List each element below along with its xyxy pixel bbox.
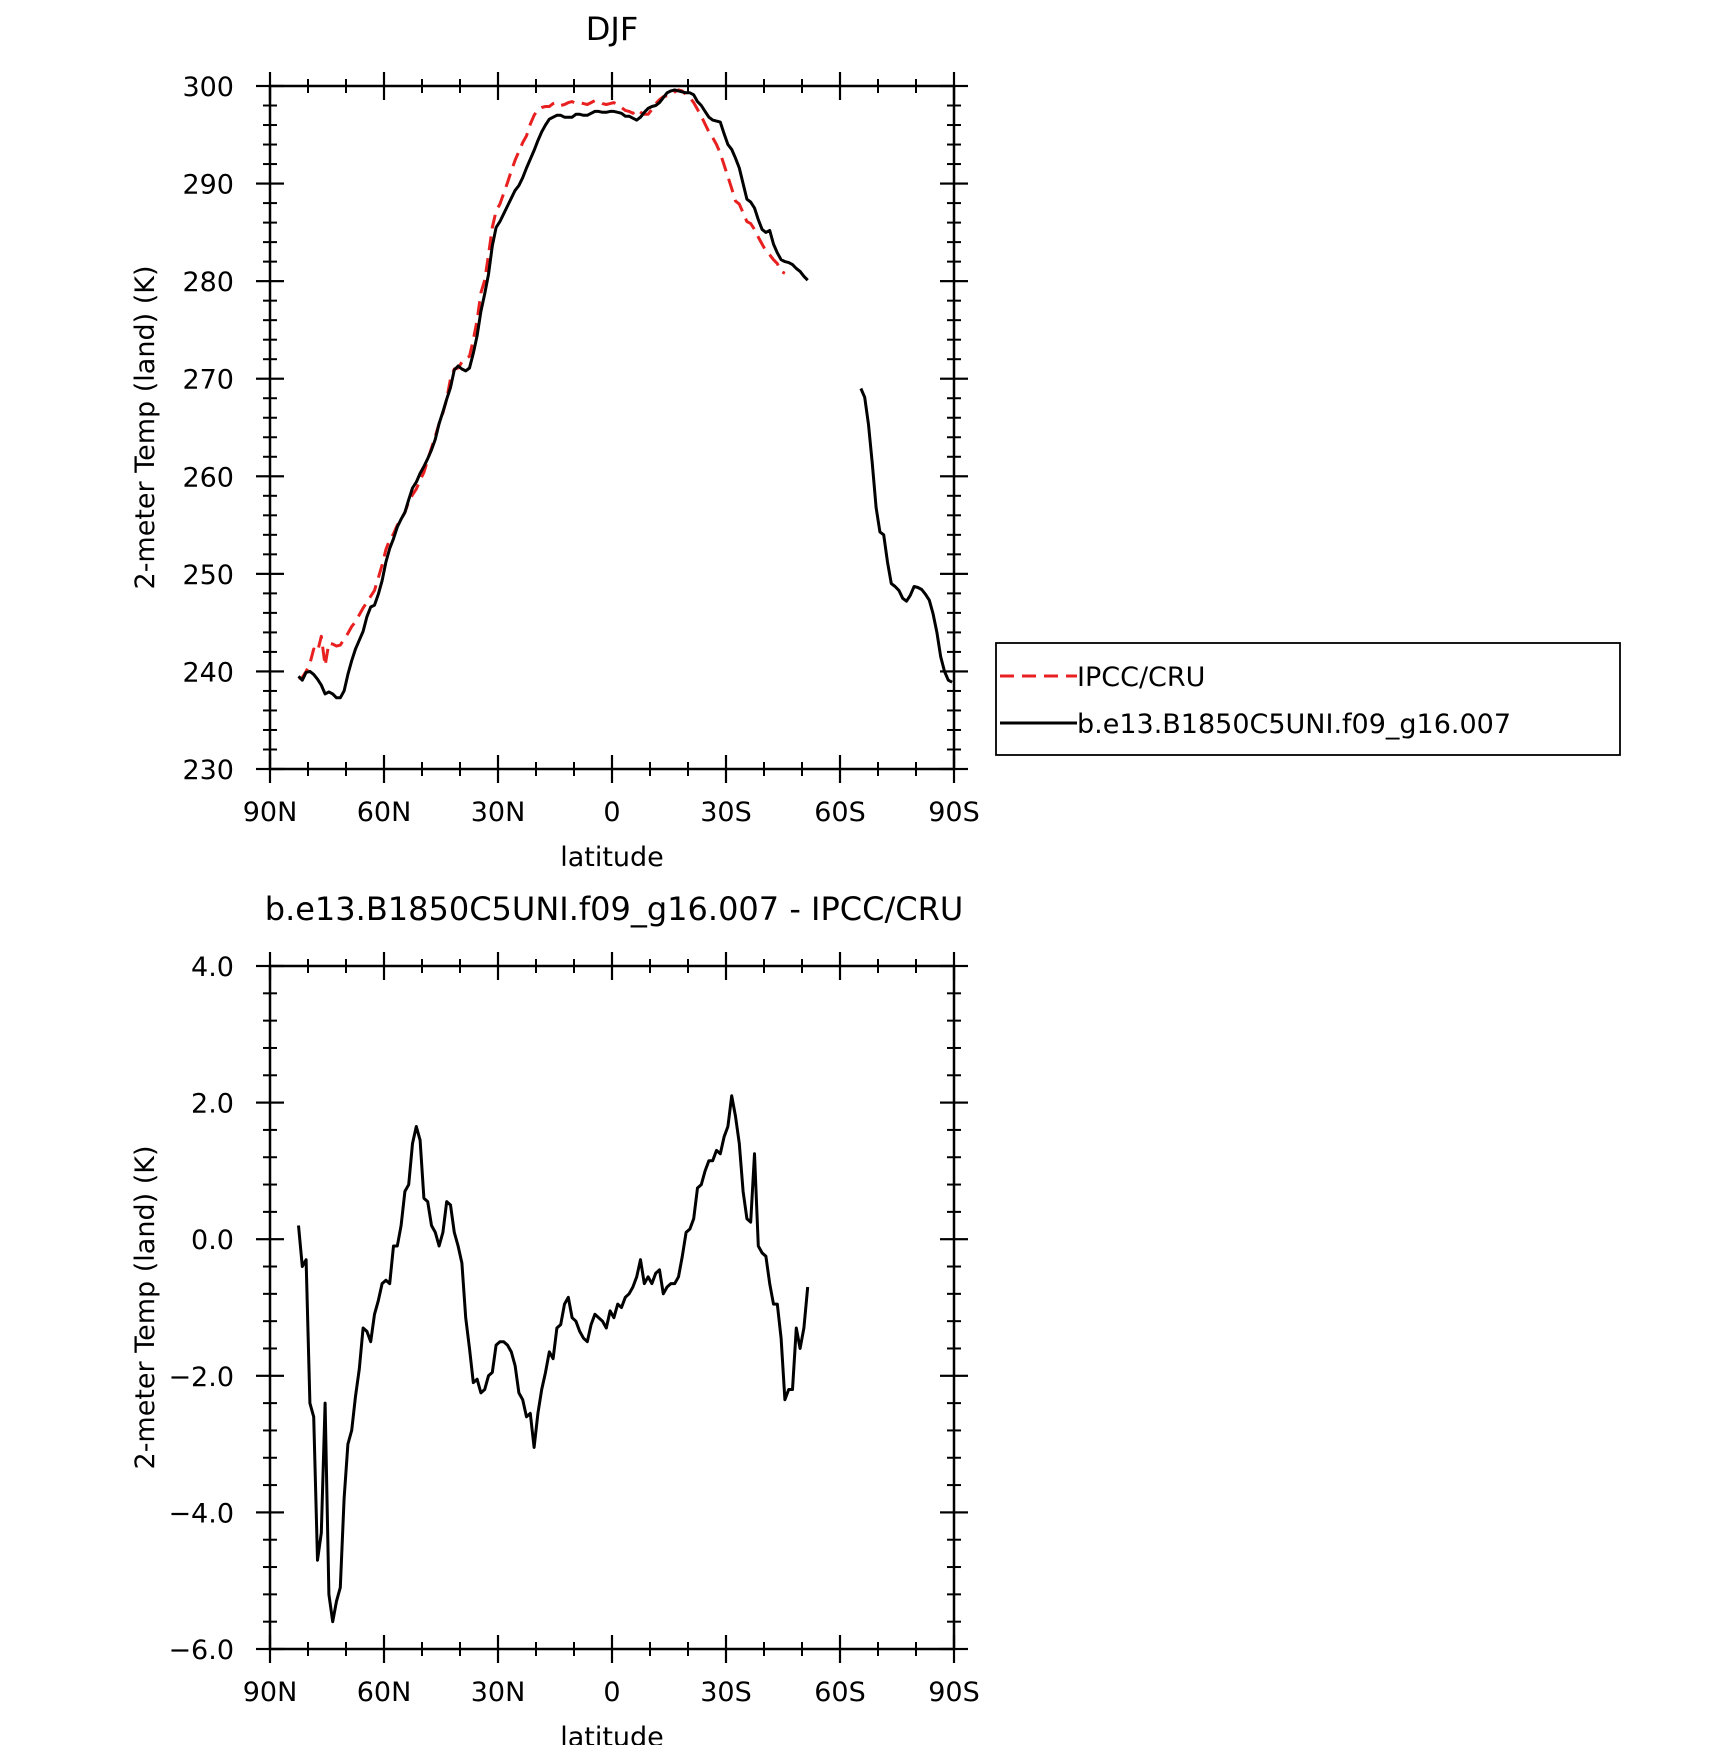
chart-title: b.e13.B1850C5UNI.f09_g16.007 - IPCC/CRU (265, 890, 963, 928)
y-axis-label: 2-meter Temp (land) (K) (130, 266, 161, 590)
x-tick-label: 90N (243, 797, 298, 828)
y-tick-label: 240 (182, 657, 234, 688)
x-tick-label: 90N (243, 1677, 298, 1708)
chart-title: DJF (586, 10, 638, 48)
x-tick-label: 60N (357, 1677, 412, 1708)
y-tick-label: −4.0 (168, 1498, 234, 1529)
y-tick-label: −2.0 (168, 1362, 234, 1393)
y-tick-label: 270 (182, 365, 234, 396)
y-tick-label: 250 (182, 560, 234, 591)
y-tick-label: 2.0 (191, 1089, 234, 1120)
y-tick-label: 4.0 (191, 952, 234, 983)
x-tick-label: 60S (814, 797, 866, 828)
legend-label-0: IPCC/CRU (1077, 662, 1205, 693)
plot-frame (268, 964, 956, 1651)
plot-frame (268, 84, 956, 771)
x-tick-label: 90S (928, 1677, 980, 1708)
top-panel-djf: 90N 60N 30N 0 30S 60S 90S 230 240 250 260 270 280 290… (130, 10, 980, 873)
x-tick-label: 60N (357, 797, 412, 828)
series-line-1-segment-1 (859, 387, 953, 684)
x-tick-label: 30S (700, 797, 752, 828)
y-tick-label: 290 (182, 170, 234, 201)
x-tick-label: 30S (700, 1677, 752, 1708)
y-axis-label: 2-meter Temp (land) (K) (130, 1146, 161, 1470)
y-tick-label: 280 (182, 267, 234, 298)
x-axis-label: latitude (560, 842, 664, 873)
x-tick-label: 0 (603, 1677, 620, 1708)
y-tick-label: 230 (182, 755, 234, 786)
x-axis-label: latitude (560, 1722, 664, 1745)
x-tick-label: 0 (603, 797, 620, 828)
series-line-0-segment-0 (297, 1094, 810, 1624)
legend: IPCC/CRU b.e13.B1850C5UNI.f09_g16.007 (995, 642, 1621, 756)
x-tick-label: 30N (471, 1677, 526, 1708)
series-line-0-segment-0 (298, 88, 786, 680)
y-tick-label: −6.0 (168, 1635, 234, 1666)
y-tick-label: 300 (182, 72, 234, 103)
legend-label-1: b.e13.B1850C5UNI.f09_g16.007 (1077, 709, 1511, 740)
y-tick-label: 0.0 (191, 1225, 234, 1256)
x-tick-label: 30N (471, 797, 526, 828)
legend-box (995, 642, 1621, 756)
y-tick-label: 260 (182, 462, 234, 493)
bottom-panel-difference: 90N 60N 30N 0 30S 60S 90S −6.0 −4.0 −2.0 0.0 2.0 4.0… (130, 890, 980, 1745)
series-line-1-segment-0 (297, 88, 809, 700)
x-tick-label: 60S (814, 1677, 866, 1708)
x-tick-label: 90S (928, 797, 980, 828)
